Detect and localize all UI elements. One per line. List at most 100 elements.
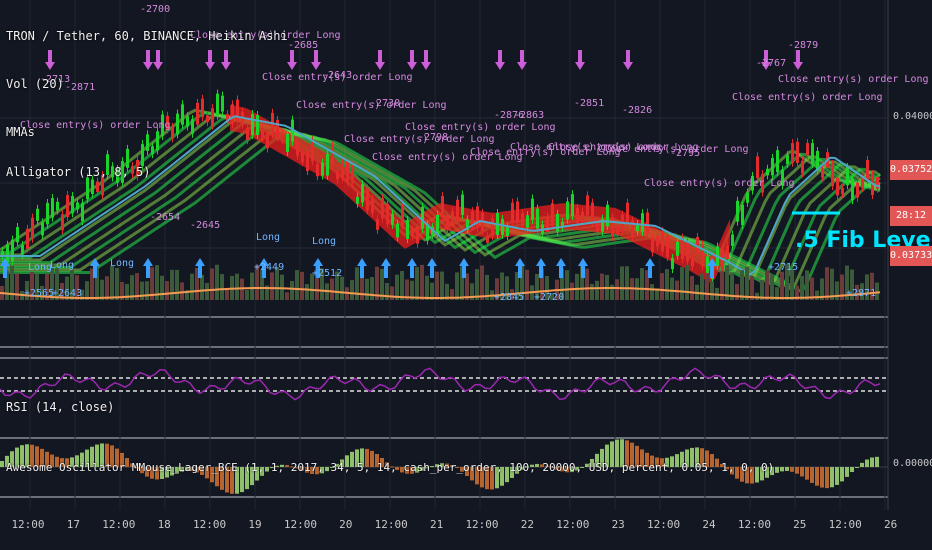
ao-histogram-bar bbox=[115, 448, 119, 467]
trade-pnl-label: +2449 bbox=[254, 262, 284, 273]
close-order-arrow bbox=[287, 50, 297, 70]
ao-histogram-bar bbox=[10, 451, 14, 467]
ao-histogram-bar bbox=[860, 462, 864, 467]
volume-indicator-label[interactable]: Vol (20) bbox=[6, 77, 64, 91]
candle-body bbox=[461, 194, 464, 215]
last-price-tag: 0.03752 bbox=[890, 160, 932, 180]
candle-body bbox=[731, 234, 734, 246]
ao-histogram-bar bbox=[560, 467, 564, 472]
volume-bar bbox=[200, 274, 204, 300]
candle-body bbox=[801, 160, 804, 174]
rsi-indicator-label[interactable]: RSI (14, close) bbox=[6, 400, 115, 414]
volume-bar bbox=[465, 273, 469, 300]
volume-bar bbox=[175, 269, 179, 300]
ao-histogram-bar bbox=[460, 467, 464, 472]
long-entry-arrow bbox=[515, 258, 525, 278]
trade-pnl-label: +2715 bbox=[768, 262, 798, 273]
candle-body bbox=[201, 98, 204, 118]
long-entry-arrow bbox=[381, 258, 391, 278]
volume-bar bbox=[225, 288, 229, 300]
volume-bar bbox=[205, 282, 209, 300]
volume-bar bbox=[290, 280, 294, 300]
ao-histogram-bar bbox=[495, 467, 499, 489]
volume-bar bbox=[860, 283, 864, 300]
volume-bar bbox=[670, 277, 674, 300]
ao-histogram-bar bbox=[420, 467, 424, 471]
ao-histogram-bar bbox=[270, 467, 274, 469]
volume-bar bbox=[570, 282, 574, 300]
candle-body bbox=[301, 152, 304, 163]
time-axis-tick: 18 bbox=[157, 518, 171, 531]
close-order-label: Close entry(s) order Long bbox=[262, 72, 413, 83]
candle-body bbox=[6, 244, 9, 263]
volume-bar bbox=[105, 276, 109, 300]
volume-bar bbox=[355, 267, 359, 300]
ao-histogram-bar bbox=[365, 448, 369, 467]
candle-body bbox=[701, 244, 704, 267]
ao-histogram-bar bbox=[45, 451, 49, 467]
volume-bar bbox=[120, 281, 124, 300]
ao-histogram-bar bbox=[480, 467, 484, 488]
candle-body bbox=[741, 204, 744, 226]
ao-histogram-bar bbox=[240, 467, 244, 493]
mmas-indicator-label[interactable]: MMAs bbox=[6, 125, 35, 139]
volume-bar bbox=[380, 268, 384, 300]
long-entry-arrow bbox=[143, 258, 153, 278]
ao-histogram-bar bbox=[705, 450, 709, 467]
volume-bar bbox=[520, 264, 524, 300]
volume-bar bbox=[330, 278, 334, 300]
ao-histogram-bar bbox=[585, 463, 589, 467]
volume-bar bbox=[305, 284, 309, 300]
ao-histogram-bar bbox=[665, 457, 669, 467]
ao-histogram-bar bbox=[160, 467, 164, 479]
candle-body bbox=[856, 182, 859, 198]
ao-histogram-bar bbox=[170, 467, 174, 476]
candle-body bbox=[571, 194, 574, 217]
long-entry-label: Long bbox=[256, 232, 280, 243]
candle-body bbox=[551, 203, 554, 226]
ao-histogram-bar bbox=[620, 439, 624, 467]
volume-bar bbox=[580, 264, 584, 300]
volume-bar bbox=[285, 292, 289, 300]
close-order-label: Close entry(s) order Long bbox=[296, 100, 447, 111]
ao-histogram-bar bbox=[335, 463, 339, 467]
candle-body bbox=[696, 237, 699, 254]
volume-bar bbox=[625, 266, 629, 300]
symbol-title[interactable]: TRON / Tether, 60, BINANCE, Heikin Ashi bbox=[6, 29, 288, 43]
ao-histogram-bar bbox=[520, 467, 524, 470]
trade-pnl-label: -2851 bbox=[574, 98, 604, 109]
time-axis-tick: 21 bbox=[429, 518, 444, 531]
ao-histogram-bar bbox=[25, 444, 29, 467]
ao-histogram-bar bbox=[745, 467, 749, 484]
volume-bar bbox=[835, 281, 839, 300]
candle-body bbox=[441, 196, 444, 218]
candle-body bbox=[841, 187, 844, 195]
countdown-tag: 28:12 bbox=[890, 206, 932, 226]
ao-histogram-bar bbox=[615, 439, 619, 467]
ao-histogram-bar bbox=[140, 467, 144, 474]
candle-body bbox=[631, 220, 634, 238]
ao-histogram-bar bbox=[600, 448, 604, 467]
ao-histogram-bar bbox=[245, 467, 249, 490]
ao-histogram-bar bbox=[550, 467, 554, 468]
candle-body bbox=[526, 215, 529, 228]
volume-bar bbox=[180, 282, 184, 300]
ao-histogram-bar bbox=[370, 450, 374, 467]
volume-bar bbox=[720, 271, 724, 300]
volume-bar bbox=[810, 277, 814, 300]
bearish-ma-ribbon bbox=[230, 104, 730, 283]
candle-body bbox=[691, 258, 694, 267]
volume-bar bbox=[265, 285, 269, 300]
ao-histogram-bar bbox=[685, 449, 689, 467]
ao-histogram-bar bbox=[310, 467, 314, 474]
candle-body bbox=[316, 164, 319, 177]
volume-bar bbox=[150, 267, 154, 300]
volume-bar bbox=[785, 264, 789, 300]
ao-strategy-label[interactable]: Awesome Oscillator MMouse_Lager_BCE (1, … bbox=[6, 461, 775, 474]
ao-histogram-bar bbox=[805, 467, 809, 480]
alligator-indicator-label[interactable]: Alligator (13, 8, 5) bbox=[6, 165, 151, 179]
volume-bar bbox=[450, 289, 454, 300]
candle-body bbox=[516, 201, 519, 223]
volume-bar bbox=[390, 286, 394, 300]
